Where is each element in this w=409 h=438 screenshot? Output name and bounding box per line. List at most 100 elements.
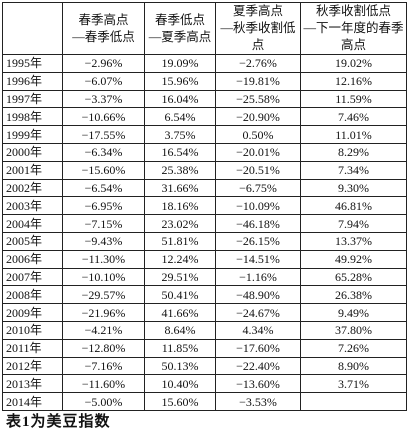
table-row: 1998年 −10.66% 6.54% −20.90% 7.46% (2, 107, 407, 127)
value-cell: −12.80% (62, 338, 145, 358)
value-cell: −17.60% (215, 338, 301, 358)
value-cell (300, 392, 407, 411)
value-cell: 11.59% (300, 89, 407, 109)
year-cell: 1997年 (2, 89, 63, 109)
header-line: 夏季高点 (232, 4, 283, 18)
value-cell: 49.92% (300, 249, 407, 269)
year-cell: 1999年 (2, 125, 63, 144)
value-cell: 8.29% (300, 142, 407, 162)
value-cell: −10.10% (62, 267, 145, 287)
table-row: 2008年 −29.57% 50.41% −48.90% 26.38% (2, 285, 407, 305)
value-cell: 15.96% (144, 71, 216, 91)
value-cell: −6.54% (62, 178, 145, 198)
table-row: 1997年 −3.37% 16.04% −25.58% 11.59% (2, 89, 407, 109)
value-cell: 11.85% (144, 338, 216, 358)
value-cell: 25.38% (144, 160, 216, 180)
data-table: 春季高点 —春季低点 春季低点 —夏季高点 夏季高点 —秋季收割低点 秋季收割低点 —下一年度… (2, 2, 407, 411)
year-cell: 2002年 (2, 178, 63, 198)
value-cell: 3.75% (144, 125, 216, 144)
value-cell: 13.37% (300, 231, 407, 251)
value-cell: 50.41% (144, 285, 216, 305)
year-cell: 1998年 (2, 107, 63, 127)
year-cell: 2011年 (2, 338, 63, 358)
year-cell: 2010年 (2, 320, 63, 340)
table-row: 1996年 −6.07% 15.96% −19.81% 12.16% (2, 71, 407, 91)
value-cell: −13.60% (215, 374, 301, 394)
header-line: —秋季收割低点 (220, 21, 296, 52)
table-row: 2005年 −9.43% 51.81% −26.15% 13.37% (2, 231, 407, 251)
value-cell: −14.51% (215, 249, 301, 269)
value-cell: −20.51% (215, 160, 301, 180)
value-cell: 10.40% (144, 374, 216, 394)
value-cell: 9.30% (300, 178, 407, 198)
year-cell: 2004年 (2, 214, 63, 233)
year-cell: 2012年 (2, 356, 63, 376)
table-row: 2014年 −5.00% 15.60% −3.53% (2, 392, 407, 411)
value-cell: 51.81% (144, 231, 216, 251)
value-cell: 19.09% (144, 54, 216, 73)
table-row: 1995年 −2.96% 19.09% −2.76% 19.02% (2, 54, 407, 73)
header-cell: 夏季高点 —秋季收割低点 (215, 2, 301, 55)
value-cell: 7.26% (300, 338, 407, 358)
value-cell: 6.54% (144, 107, 216, 127)
value-cell: 7.46% (300, 107, 407, 127)
value-cell: 16.54% (144, 142, 216, 162)
value-cell: 16.04% (144, 89, 216, 109)
header-line: —春季低点 (72, 29, 135, 44)
table-row: 2009年 −21.96% 41.66% −24.67% 9.49% (2, 303, 407, 322)
table-row: 2006年 −11.30% 12.24% −14.51% 49.92% (2, 249, 407, 269)
value-cell: 7.34% (300, 160, 407, 180)
value-cell: 3.71% (300, 374, 407, 394)
value-cell: −19.81% (215, 71, 301, 91)
value-cell: −25.58% (215, 89, 301, 109)
value-cell: −11.60% (62, 374, 145, 394)
value-cell: −17.55% (62, 125, 145, 144)
year-cell: 2000年 (2, 142, 63, 162)
value-cell: 11.01% (300, 125, 407, 144)
value-cell: 8.64% (144, 320, 216, 340)
value-cell: −2.76% (215, 54, 301, 73)
value-cell: 7.94% (300, 214, 407, 233)
year-cell: 2001年 (2, 160, 63, 180)
year-cell: 2014年 (2, 392, 63, 411)
header-cell: 春季高点 —春季低点 (62, 2, 145, 55)
table-body: 1995年 −2.96% 19.09% −2.76% 19.02% 1996年 −6.07%… (2, 54, 407, 411)
year-cell: 2006年 (2, 249, 63, 269)
value-cell: 15.60% (144, 392, 216, 411)
value-cell: −3.37% (62, 89, 145, 109)
value-cell: −20.90% (215, 107, 301, 127)
value-cell: −48.90% (215, 285, 301, 305)
value-cell: −5.00% (62, 392, 145, 411)
table-row: 2001年 −15.60% 25.38% −20.51% 7.34% (2, 160, 407, 180)
value-cell: −24.67% (215, 303, 301, 322)
table-row: 2002年 −6.54% 31.66% −6.75% 9.30% (2, 178, 407, 198)
value-cell: 19.02% (300, 54, 407, 73)
header-cell (2, 2, 63, 55)
value-cell: 46.81% (300, 196, 407, 216)
value-cell: −26.15% (215, 231, 301, 251)
value-cell: −11.30% (62, 249, 145, 269)
value-cell: 37.80% (300, 320, 407, 340)
value-cell: −21.96% (62, 303, 145, 322)
table-row: 2011年 −12.80% 11.85% −17.60% 7.26% (2, 338, 407, 358)
value-cell: 12.24% (144, 249, 216, 269)
caption: 表1为美豆指数 (6, 414, 111, 430)
header-cell: 秋季收割低点 —下一年度的春季高点 (300, 2, 407, 55)
header-line: 秋季收割低点 (315, 4, 391, 18)
value-cell: 23.02% (144, 214, 216, 233)
value-cell: −2.96% (62, 54, 145, 73)
value-cell: −7.15% (62, 214, 145, 233)
value-cell: −20.01% (215, 142, 301, 162)
value-cell: 18.16% (144, 196, 216, 216)
value-cell: −10.66% (62, 107, 145, 127)
table-row: 2012年 −7.16% 50.13% −22.40% 8.90% (2, 356, 407, 376)
table-row: 2007年 −10.10% 29.51% −1.16% 65.28% (2, 267, 407, 287)
value-cell: −15.60% (62, 160, 145, 180)
value-cell: −9.43% (62, 231, 145, 251)
value-cell: 26.38% (300, 285, 407, 305)
value-cell: 31.66% (144, 178, 216, 198)
table-row: 2004年 −7.15% 23.02% −46.18% 7.94% (2, 214, 407, 233)
year-cell: 2007年 (2, 267, 63, 287)
table-row: 2000年 −6.34% 16.54% −20.01% 8.29% (2, 142, 407, 162)
